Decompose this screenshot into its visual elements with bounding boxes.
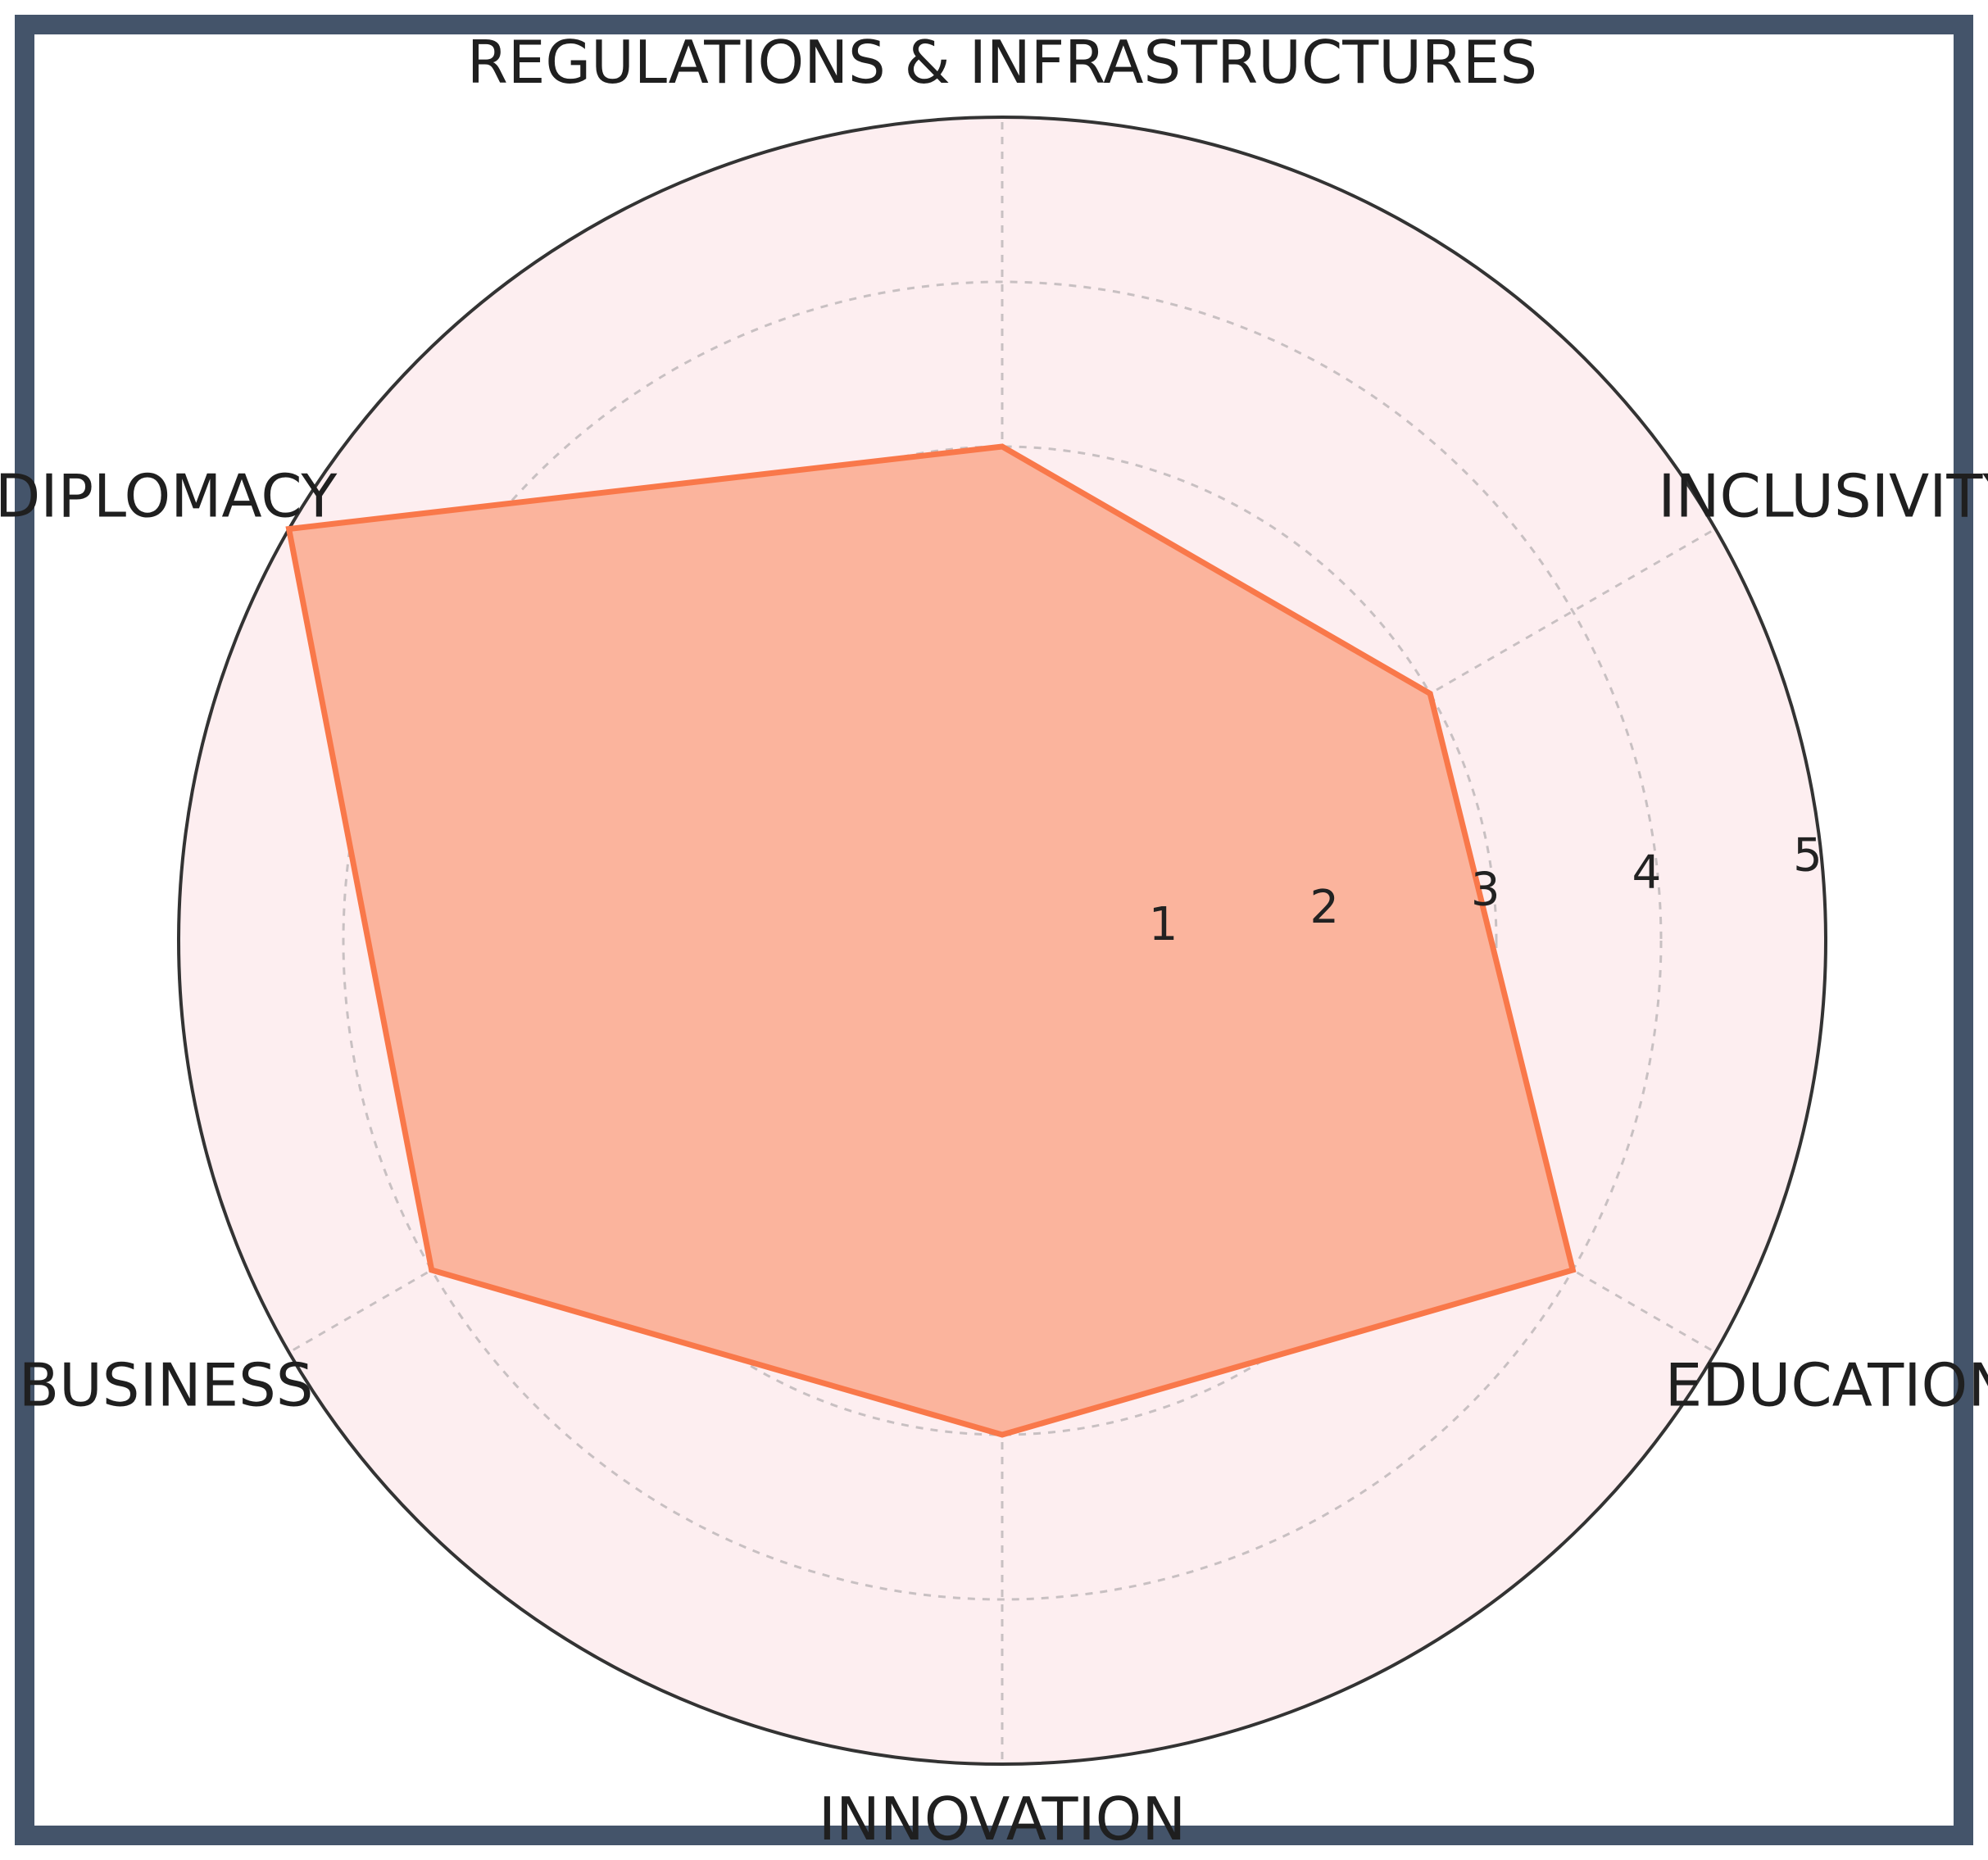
grid-ring-4	[342, 280, 1663, 1601]
axis-label: INNOVATION	[819, 1785, 1186, 1853]
radial-tick-label: 1	[1149, 898, 1178, 951]
radar-outer-circle	[177, 116, 1827, 1766]
radar-area	[285, 443, 1577, 1438]
axis-label: INCLUSIVITY	[1658, 462, 1988, 531]
radar-axis-labels: REGULATIONS & INFRASTRUCTURES INCLUSIVITY…	[0, 28, 1988, 1853]
radial-tick-label: 5	[1793, 829, 1822, 882]
axis-label: EDUCATION	[1665, 1351, 1988, 1420]
axis-label: REGULATIONS & INFRASTRUCTURES	[467, 28, 1537, 97]
radial-tick-label: 4	[1632, 846, 1661, 900]
radar-series-polygon	[285, 443, 1577, 1438]
radial-tick-label: 3	[1471, 864, 1500, 917]
axis-label: DIPLOMACY	[0, 462, 338, 531]
radial-tick-label: 2	[1309, 881, 1339, 934]
axis-label: BUSINESS	[19, 1351, 314, 1420]
radar-tick-labels: 1 2 3 4 5	[1149, 829, 1822, 951]
